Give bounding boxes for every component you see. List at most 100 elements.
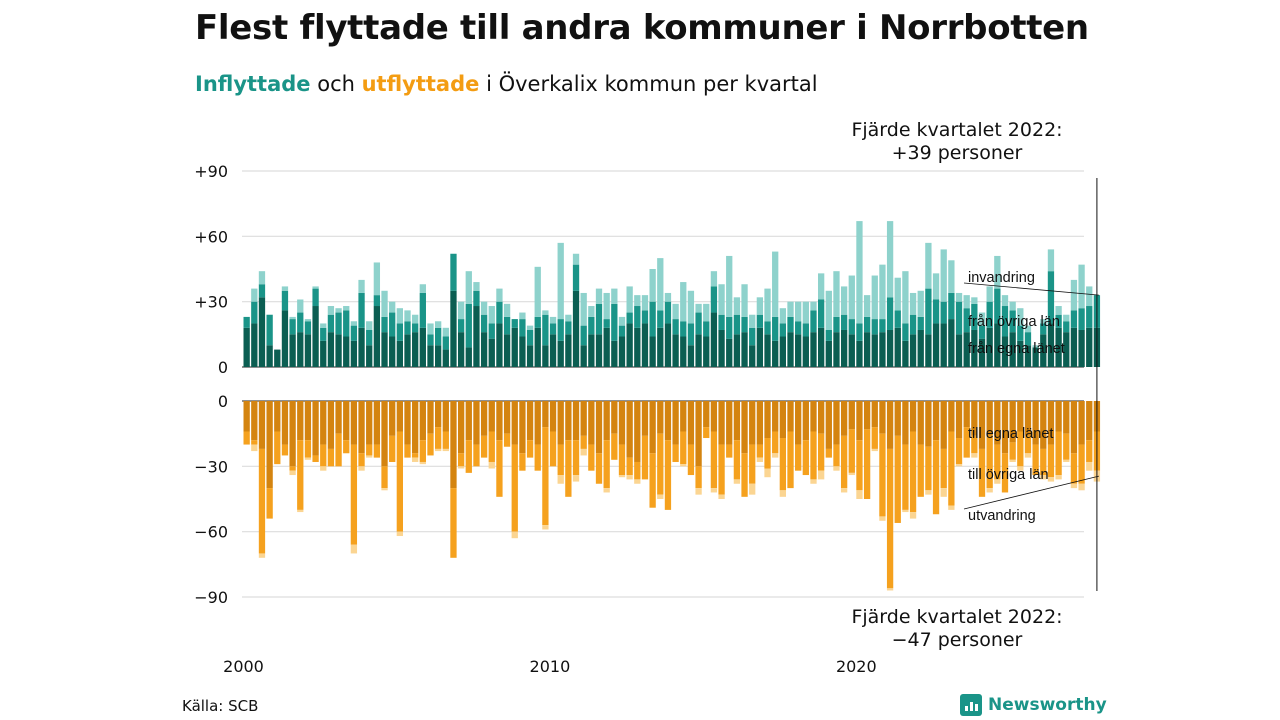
- bar-in-own-county: [1078, 329, 1085, 367]
- bar-out-own-county: [450, 401, 457, 489]
- bar-in-other-county: [641, 310, 649, 324]
- bar-in-other-county: [649, 301, 656, 337]
- bar-out-own-county: [1063, 401, 1070, 434]
- bar-out-emigration: [902, 509, 909, 513]
- bar-out-other-county: [480, 435, 488, 458]
- bar-out-other-county: [741, 453, 748, 497]
- bar-out-emigration: [971, 453, 978, 458]
- bar-in-own-county: [503, 334, 511, 367]
- bar-out-own-county: [1032, 401, 1039, 445]
- bar-out-own-county: [917, 401, 924, 445]
- bar-out-other-county: [312, 455, 319, 462]
- bar-in-other-county: [726, 316, 733, 339]
- bar-in-other-county: [549, 323, 557, 335]
- bar-out-other-county: [274, 431, 281, 465]
- bar-out-own-county: [389, 401, 396, 436]
- bar-out-emigration: [511, 531, 518, 539]
- bar-in-immigration: [381, 290, 388, 317]
- bar-in-own-county: [511, 327, 518, 367]
- bar-in-own-county: [902, 340, 909, 367]
- bar-in-other-county: [932, 299, 940, 324]
- bar-in-immigration: [1055, 306, 1062, 315]
- bar-in-own-county: [687, 345, 695, 367]
- bar-out-other-county: [511, 444, 518, 532]
- bar-in-other-county: [519, 319, 526, 337]
- bar-in-other-county: [297, 312, 304, 333]
- bar-in-own-county: [703, 336, 710, 367]
- bar-out-own-county: [373, 401, 381, 445]
- bar-in-other-county: [733, 314, 741, 335]
- bar-in-immigration: [649, 269, 656, 302]
- bar-out-own-county: [932, 401, 940, 441]
- bar-in-other-county: [281, 290, 289, 311]
- bar-out-other-county: [825, 448, 832, 458]
- bar-in-own-county: [381, 332, 388, 367]
- bar-in-own-county: [412, 332, 419, 367]
- bar-in-own-county: [664, 323, 672, 367]
- bar-out-own-county: [1009, 401, 1016, 443]
- bar-in-own-county: [641, 323, 649, 367]
- bar-in-other-county: [358, 292, 365, 328]
- bar-in-own-county: [1086, 327, 1093, 367]
- bar-out-other-county: [879, 433, 886, 517]
- bar-out-own-county: [258, 401, 266, 449]
- bar-in-own-county: [396, 340, 403, 367]
- bar-out-own-county: [350, 401, 358, 445]
- bar-in-own-county: [595, 334, 603, 367]
- bar-out-other-county: [756, 444, 764, 458]
- bar-out-other-county: [1055, 431, 1062, 476]
- bar-in-other-county: [772, 316, 779, 341]
- bar-out-emigration: [1047, 477, 1055, 482]
- bar-out-emigration: [940, 488, 947, 497]
- bar-in-own-county: [818, 327, 825, 367]
- bar-in-immigration: [396, 308, 403, 324]
- bar-out-other-county: [565, 440, 572, 497]
- bar-out-emigration: [925, 490, 932, 495]
- bar-in-own-county: [787, 332, 794, 367]
- bar-in-own-county: [1063, 332, 1070, 367]
- bar-in-immigration: [810, 301, 817, 311]
- bar-out-own-county: [465, 401, 472, 441]
- bar-out-own-county: [894, 401, 901, 436]
- bar-in-own-county: [611, 340, 618, 367]
- bar-out-emigration: [251, 444, 258, 452]
- bar-in-immigration: [488, 306, 495, 324]
- bar-in-other-county: [756, 314, 764, 328]
- bar-out-other-county: [779, 438, 786, 491]
- bar-out-other-county: [932, 440, 940, 515]
- y-tick-label-top: +90: [194, 162, 228, 181]
- bar-out-own-county: [902, 401, 909, 445]
- bar-in-own-county: [955, 334, 963, 367]
- bar-in-other-county: [580, 325, 587, 346]
- bar-in-other-county: [825, 329, 832, 341]
- bar-in-own-county: [657, 327, 664, 367]
- bar-out-other-county: [848, 429, 855, 473]
- bar-in-other-county: [856, 323, 863, 341]
- bar-in-own-county: [994, 323, 1001, 367]
- bar-in-immigration: [672, 303, 679, 320]
- bar-out-emigration: [1086, 461, 1093, 471]
- bar-out-other-county: [764, 438, 771, 469]
- bar-out-other-county: [1024, 435, 1032, 454]
- bar-in-own-county: [871, 334, 878, 367]
- bar-out-emigration: [840, 488, 848, 493]
- bar-out-other-county: [1063, 433, 1070, 460]
- bar-in-immigration: [772, 251, 779, 317]
- bar-in-other-county: [963, 308, 970, 333]
- bar-out-emigration: [419, 461, 426, 465]
- bar-in-other-county: [496, 301, 503, 324]
- bar-in-own-county: [327, 332, 335, 367]
- bar-in-other-county: [542, 314, 549, 346]
- bar-in-other-county: [419, 292, 426, 328]
- bar-out-emigration: [626, 475, 633, 480]
- bar-out-own-county: [909, 401, 917, 432]
- bar-in-own-county: [465, 347, 472, 367]
- y-tick-label-bottom: 0: [218, 392, 228, 411]
- bar-in-immigration: [710, 271, 718, 287]
- bar-in-immigration: [795, 301, 802, 322]
- bar-out-own-county: [871, 401, 878, 428]
- bar-in-own-county: [258, 297, 266, 367]
- bar-out-other-county: [427, 433, 434, 456]
- bar-out-own-county: [243, 401, 250, 432]
- bar-in-other-county: [350, 325, 358, 341]
